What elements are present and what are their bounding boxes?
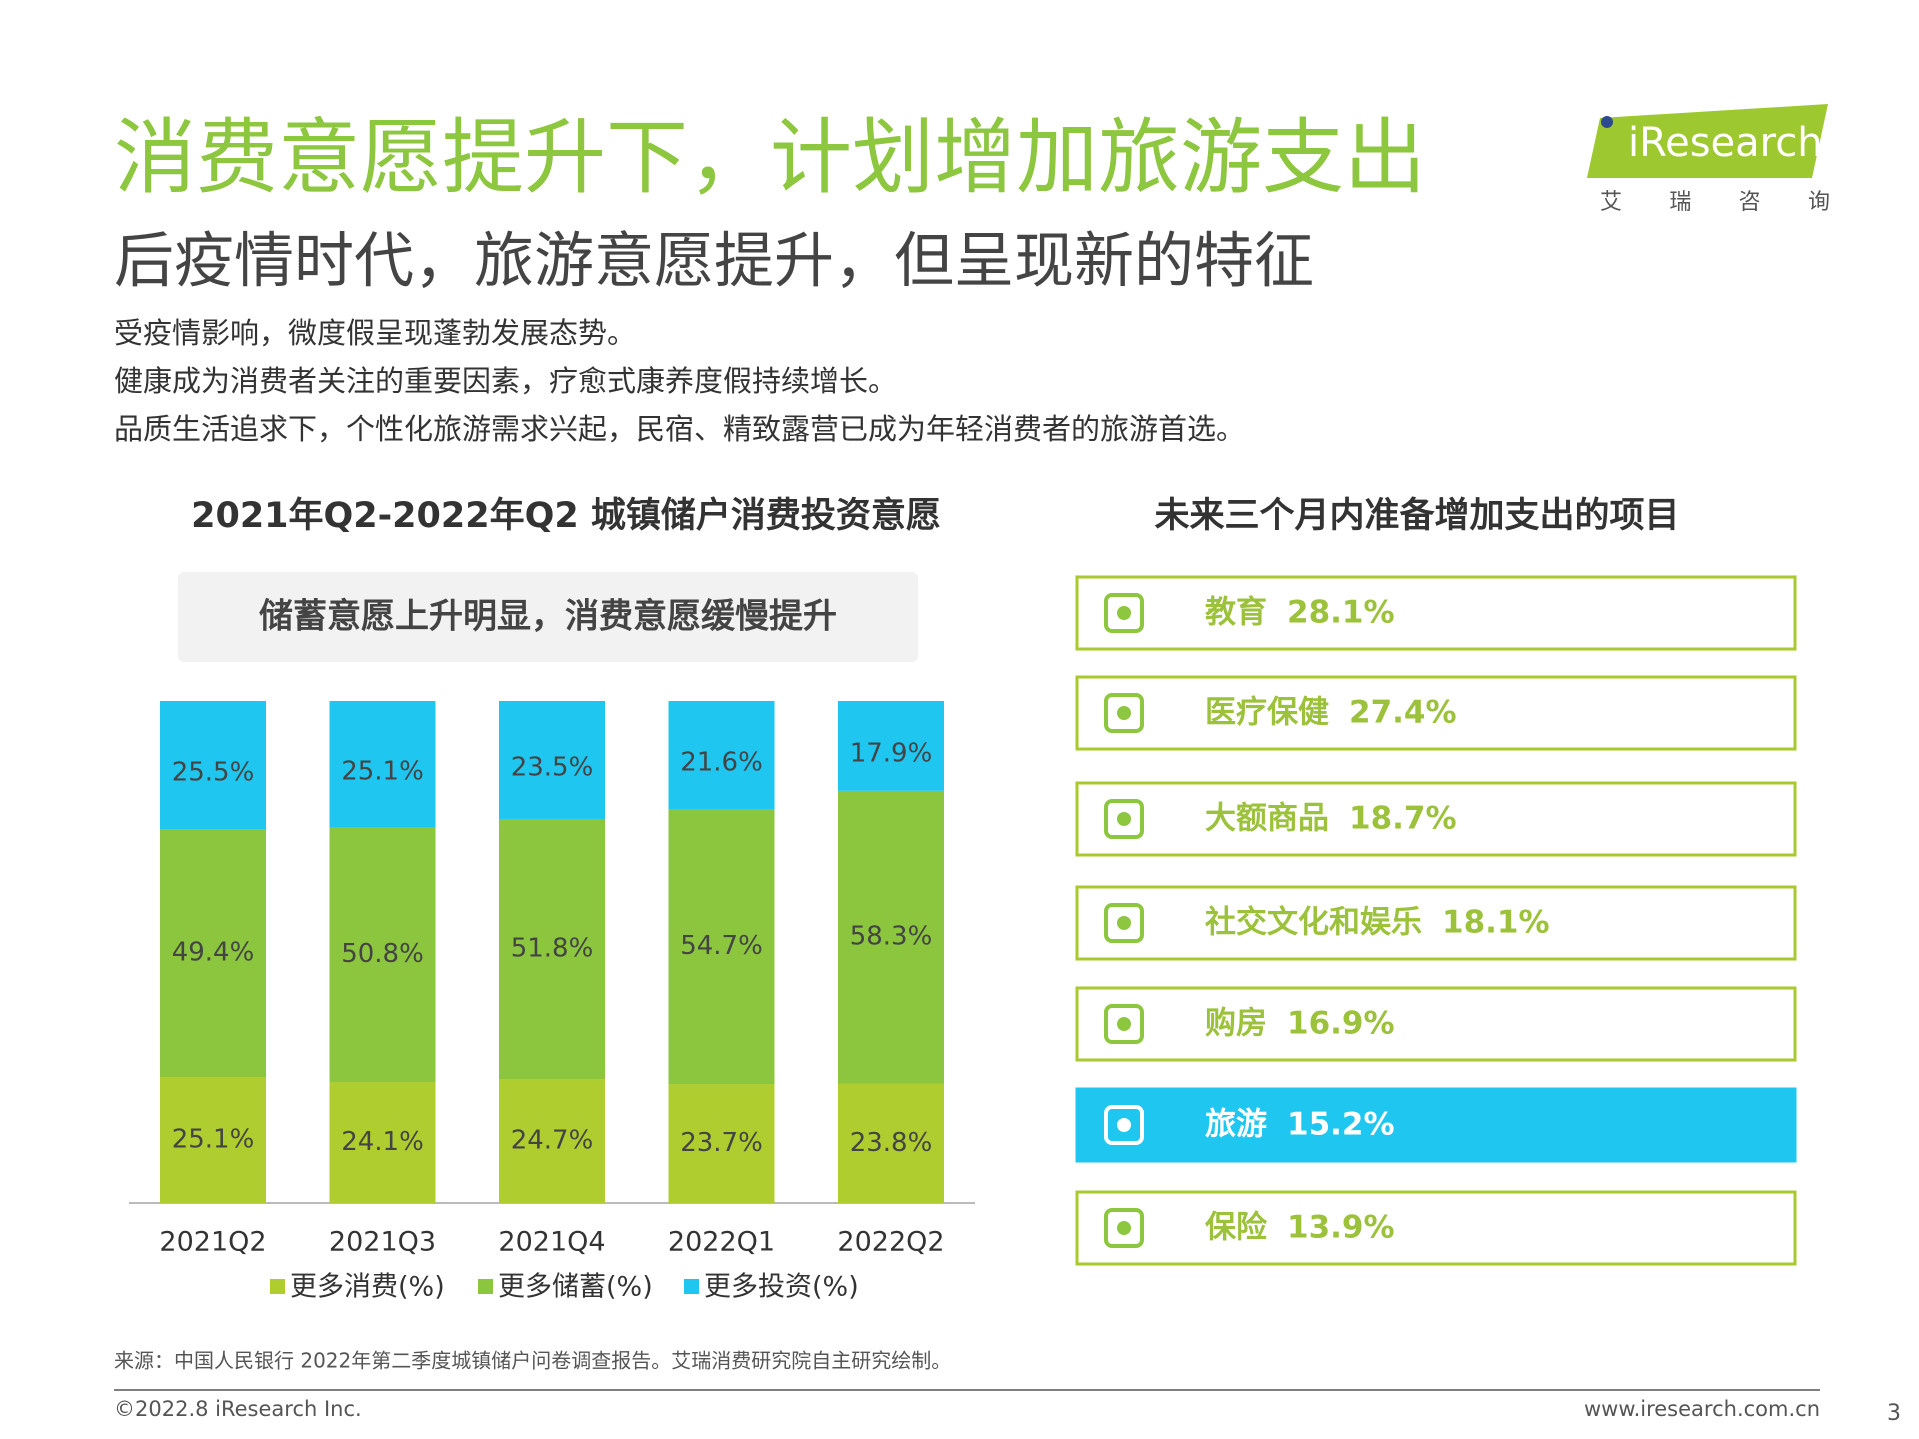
bar-segment — [838, 1083, 944, 1203]
item-icon — [1104, 799, 1144, 839]
value-label: 25.1% — [172, 1124, 255, 1154]
item-icon-dot — [1117, 1017, 1131, 1031]
source: 来源：中国人民银行 2022年第二季度城镇储户问卷调查报告。艾瑞消费研究院自主研… — [114, 1349, 951, 1373]
item-icon — [1104, 593, 1144, 633]
bar-segment — [160, 829, 266, 1077]
item-share: 18.1% — [1442, 905, 1550, 941]
value-label: 54.7% — [680, 931, 763, 961]
legend-swatch — [478, 1279, 493, 1294]
spending-list: 教育 28.1% 医疗保健 27.4% 大额商品 18.7% 社交文化和娱乐 18.1% 购房 1… — [1075, 575, 1797, 1266]
list-item — [1075, 781, 1797, 857]
item-icon-dot — [1117, 606, 1131, 620]
value-label: 21.6% — [680, 748, 763, 778]
bar-segment — [668, 1084, 775, 1203]
list-item — [1075, 575, 1797, 651]
x-tick-label: 2021Q3 — [329, 1227, 436, 1258]
x-tick-label: 2022Q2 — [837, 1227, 944, 1258]
item-name: 大额商品 — [1205, 801, 1329, 837]
bullet: 品质生活追求下，个性化旅游需求兴起，民宿、精致露营已成为年轻消费者的旅游首选。 — [114, 412, 1245, 446]
value-label: 49.4% — [172, 938, 255, 968]
bar-segment — [329, 701, 436, 828]
list-item — [1075, 885, 1797, 961]
list-item — [1075, 986, 1797, 1062]
bar-segment — [499, 701, 605, 819]
value-label: 23.7% — [680, 1128, 763, 1158]
value-label: 23.5% — [511, 752, 594, 782]
page-title: 消费意愿提升下，计划增加旅游支出 — [114, 110, 1426, 205]
item-icon-dot — [1117, 706, 1131, 720]
item-share: 28.1% — [1287, 595, 1395, 631]
value-label: 23.8% — [850, 1128, 933, 1158]
item-share: 15.2% — [1287, 1107, 1395, 1143]
x-tick-label: 2021Q4 — [498, 1227, 605, 1258]
item-name: 保险 — [1205, 1210, 1268, 1246]
bar-segment — [668, 701, 775, 810]
value-label: 51.8% — [511, 933, 594, 963]
item-name: 社交文化和娱乐 — [1205, 905, 1422, 941]
bar-segment — [160, 1076, 266, 1203]
item-name: 教育 — [1205, 595, 1267, 631]
bar-segment — [160, 701, 266, 830]
bar-segment — [838, 790, 944, 1084]
x-tick-label: 2022Q1 — [668, 1227, 775, 1258]
item-icon — [1104, 1004, 1144, 1044]
item-name: 旅游 — [1205, 1107, 1267, 1143]
panel-title: 未来三个月内准备增加支出的项目 — [1154, 496, 1679, 536]
item-icon — [1104, 1105, 1144, 1145]
item-icon — [1104, 903, 1144, 943]
item-name: 购房 — [1205, 1006, 1267, 1042]
item-icon — [1104, 1208, 1144, 1248]
logo-dot — [1601, 116, 1613, 128]
logo-brand: iResearch — [1628, 120, 1823, 166]
value-label: 50.8% — [341, 939, 424, 969]
legend-swatch — [270, 1279, 285, 1294]
item-name: 医疗保健 — [1205, 695, 1329, 731]
item-share: 13.9% — [1287, 1210, 1395, 1246]
bar-segment — [329, 827, 436, 1083]
item-icon-dot — [1117, 1221, 1131, 1235]
bar-segment — [838, 701, 944, 791]
page-number: 3 — [1887, 1401, 1901, 1426]
logo-sub: 艾 瑞 咨 询 — [1600, 190, 1830, 215]
bullet: 健康成为消费者关注的重要因素，疗愈式康养度假持续增长。 — [114, 364, 897, 398]
legend-label: 更多消费(%) — [290, 1272, 445, 1303]
chart-subtitle: 储蓄意愿上升明显，消费意愿缓慢提升 — [259, 597, 837, 637]
value-label: 25.1% — [341, 757, 424, 787]
copyright: ©2022.8 iResearch Inc. — [114, 1397, 362, 1421]
list-item — [1075, 675, 1797, 751]
bar-segment — [499, 818, 605, 1080]
value-label: 58.3% — [850, 922, 933, 952]
legend-swatch — [684, 1279, 699, 1294]
bar-segment — [499, 1079, 605, 1203]
url: www.iresearch.com.cn — [1584, 1397, 1820, 1421]
item-share: 16.9% — [1287, 1006, 1395, 1042]
bullet: 受疫情影响，微度假呈现蓬勃发展态势。 — [114, 316, 636, 350]
item-icon-dot — [1117, 1118, 1131, 1132]
value-label: 24.1% — [341, 1127, 424, 1157]
value-label: 25.5% — [172, 758, 255, 788]
item-icon-dot — [1117, 812, 1131, 826]
x-tick-label: 2021Q2 — [159, 1227, 266, 1258]
bar-segment — [668, 809, 775, 1085]
item-share: 18.7% — [1349, 801, 1457, 837]
bullets: 受疫情影响，微度假呈现蓬勃发展态势。健康成为消费者关注的重要因素，疗愈式康养度假… — [114, 316, 1245, 446]
item-icon — [1104, 693, 1144, 733]
bar-chart: 25.1% 49.4% 25.5% 2021Q2 24.1% 50.8% 25.1% 2021… — [159, 701, 945, 1303]
legend-label: 更多投资(%) — [704, 1272, 859, 1303]
value-label: 24.7% — [511, 1126, 594, 1156]
chart-subtitle-box — [178, 572, 918, 662]
chart-title: 2021年Q2-2022年Q2 城镇储户消费投资意愿 — [191, 496, 941, 536]
list-item — [1075, 1190, 1797, 1266]
item-icon-dot — [1117, 916, 1131, 930]
legend-label: 更多储蓄(%) — [498, 1272, 653, 1303]
list-item — [1075, 1087, 1797, 1163]
value-label: 17.9% — [850, 738, 933, 768]
page-subtitle: 后疫情时代，旅游意愿提升，但呈现新的特征 — [114, 227, 1314, 297]
bar-segment — [329, 1082, 436, 1203]
item-share: 27.4% — [1349, 695, 1457, 731]
logo-bg — [1587, 104, 1828, 178]
